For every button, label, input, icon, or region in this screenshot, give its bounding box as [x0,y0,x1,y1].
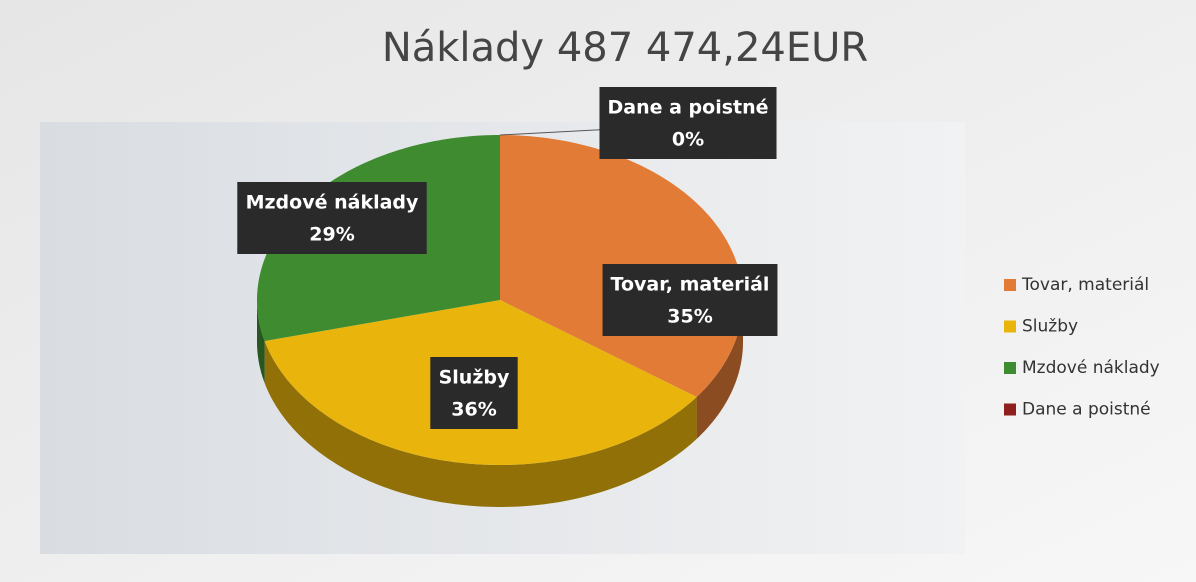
slice-side [257,300,265,384]
slice-side [696,300,743,439]
legend-swatch [1004,279,1016,291]
label-box [430,357,518,429]
label-value: 29% [309,224,354,246]
legend-swatch [1004,362,1016,374]
legend-swatch [1004,320,1016,333]
label-name: Dane a poistné [607,97,768,119]
legend-label: Mzdové náklady [1022,358,1160,378]
label-value: 0% [672,129,704,151]
legend-swatch [1004,403,1016,416]
data-label: Služby 36% [430,357,518,429]
legend-label: Služby [1022,317,1078,337]
legend-label: Tovar, materiál [1021,275,1149,295]
label-box [599,87,777,159]
label-value: 36% [451,399,496,421]
label-name: Mzdové náklady [246,192,419,214]
data-label: Mzdové náklady 29% [237,182,427,254]
label-box [237,182,427,254]
label-value: 35% [667,306,712,328]
data-label: Tovar, materiál 35% [602,264,778,336]
slice-side [264,341,697,507]
label-box [602,264,778,336]
legend-label: Dane a poistné [1022,400,1151,420]
data-label: Dane a poistné 0% [599,87,777,159]
chart-title: Náklady 487 474,24EUR [382,25,868,71]
label-name: Tovar, materiál [611,274,770,296]
label-name: Služby [439,367,510,389]
